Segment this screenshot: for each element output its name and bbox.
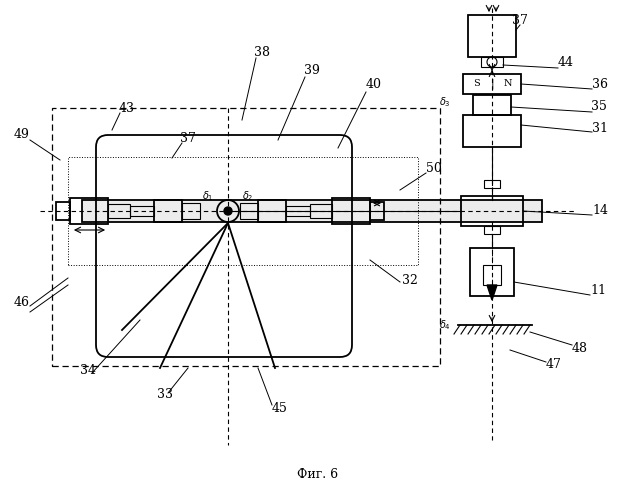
Bar [258,200,286,222]
Text: 31: 31 [592,122,608,134]
Bar [483,265,501,285]
Bar [310,204,332,218]
Text: 50: 50 [426,162,442,174]
Bar [463,74,521,94]
Text: 48: 48 [572,342,588,354]
Polygon shape [487,285,497,300]
Text: N: N [504,80,512,88]
Bar [70,198,108,224]
Text: $\delta_3$: $\delta_3$ [439,95,451,109]
Bar [56,202,70,220]
Text: 38: 38 [254,46,270,59]
Text: |: | [490,78,494,89]
Text: 14: 14 [592,204,608,218]
Text: 45: 45 [272,402,288,414]
Text: $\delta_4$: $\delta_4$ [439,318,451,332]
Bar [240,203,258,219]
Text: S: S [473,80,480,88]
Text: 35: 35 [591,100,607,114]
Text: 34: 34 [80,364,96,376]
Text: 40: 40 [366,78,382,92]
Bar [82,200,542,222]
Text: 11: 11 [590,284,606,296]
Text: 32: 32 [402,274,418,286]
Bar [332,198,370,224]
Text: 36: 36 [592,78,608,90]
Text: 44: 44 [558,56,574,68]
Text: 43: 43 [119,102,135,114]
Text: 33: 33 [157,388,173,402]
Text: 47: 47 [546,358,562,372]
Bar [154,200,182,222]
Bar [108,204,130,218]
Bar [481,57,503,67]
Bar [473,95,511,115]
Bar [286,206,310,216]
Bar [130,206,154,216]
Text: 37: 37 [512,14,528,26]
Bar [463,115,521,147]
Text: Фиг. 6: Фиг. 6 [298,468,338,481]
Bar [484,226,500,234]
Bar [52,108,440,366]
Bar [182,203,200,219]
Text: 39: 39 [304,64,320,76]
Bar [484,180,500,188]
Bar [470,248,514,296]
Bar [68,157,418,265]
Text: $\delta_1$: $\delta_1$ [202,189,214,203]
Text: $\delta_2$: $\delta_2$ [242,189,254,203]
Bar [468,15,516,57]
Text: 49: 49 [14,128,30,141]
Text: 37: 37 [180,132,196,144]
Bar [370,202,384,220]
Text: 46: 46 [14,296,30,308]
Circle shape [224,207,232,215]
Bar [461,196,523,226]
